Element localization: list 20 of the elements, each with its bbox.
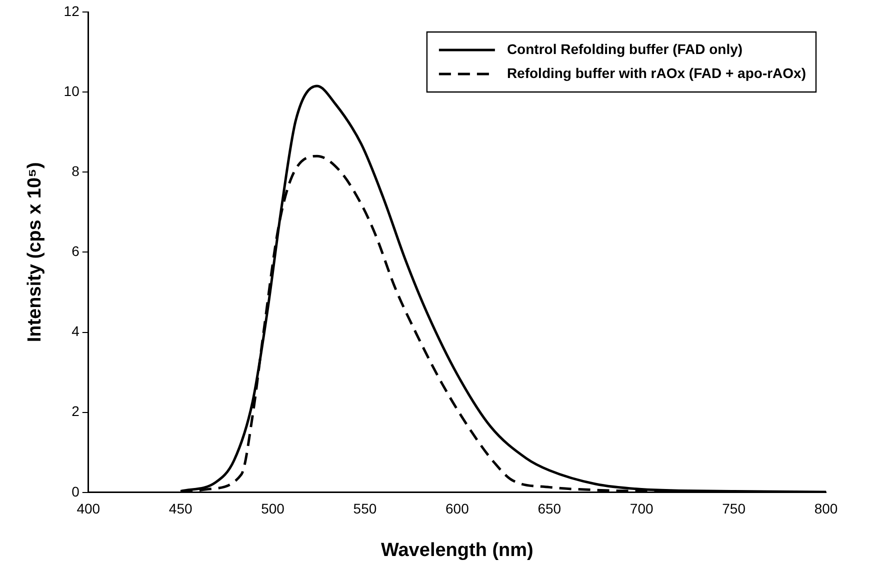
y-tick-label: 4 xyxy=(72,323,80,340)
y-tick-label: 8 xyxy=(72,162,80,179)
x-axis-title: Wavelength (nm) xyxy=(381,540,534,561)
x-tick-label: 450 xyxy=(168,500,192,517)
x-tick-label: 400 xyxy=(76,500,100,517)
legend-label: Refolding buffer with rAOx (FAD + apo-rAOx) xyxy=(506,64,806,81)
y-tick-label: 12 xyxy=(64,2,80,19)
y-tick-label: 10 xyxy=(64,82,80,99)
x-tick-label: 500 xyxy=(261,500,285,517)
x-tick-label: 600 xyxy=(446,500,470,517)
x-tick-label: 550 xyxy=(353,500,377,517)
x-tick-label: 700 xyxy=(630,500,654,517)
y-axis-title: Intensity (cps x 10⁵) xyxy=(24,162,46,342)
x-tick-label: 800 xyxy=(814,500,838,517)
x-tick-label: 650 xyxy=(538,500,562,517)
x-tick-label: 750 xyxy=(722,500,746,517)
y-tick-label: 0 xyxy=(72,483,80,500)
y-tick-label: 6 xyxy=(72,243,80,260)
legend-label: Control Refolding buffer (FAD only) xyxy=(506,40,743,57)
y-tick-label: 2 xyxy=(72,403,80,420)
